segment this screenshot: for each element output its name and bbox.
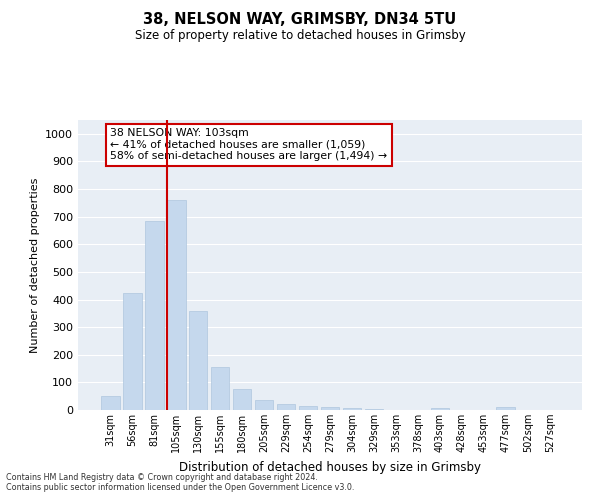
Bar [431,408,449,410]
Bar [123,292,142,410]
Bar [101,396,119,410]
Bar [167,200,185,410]
Text: Size of property relative to detached houses in Grimsby: Size of property relative to detached ho… [134,29,466,42]
Bar [255,400,274,410]
Bar [277,404,295,410]
Bar [189,310,208,410]
Y-axis label: Number of detached properties: Number of detached properties [29,178,40,352]
Bar [233,390,251,410]
Text: 38, NELSON WAY, GRIMSBY, DN34 5TU: 38, NELSON WAY, GRIMSBY, DN34 5TU [143,12,457,28]
Bar [365,408,383,410]
Bar [145,221,164,410]
Bar [299,406,317,410]
Text: 38 NELSON WAY: 103sqm
← 41% of detached houses are smaller (1,059)
58% of semi-d: 38 NELSON WAY: 103sqm ← 41% of detached … [110,128,388,162]
X-axis label: Distribution of detached houses by size in Grimsby: Distribution of detached houses by size … [179,460,481,473]
Bar [320,407,340,410]
Text: Contains HM Land Registry data © Crown copyright and database right 2024.: Contains HM Land Registry data © Crown c… [6,474,318,482]
Text: Contains public sector information licensed under the Open Government Licence v3: Contains public sector information licen… [6,484,355,492]
Bar [211,367,229,410]
Bar [496,407,515,410]
Bar [343,408,361,410]
